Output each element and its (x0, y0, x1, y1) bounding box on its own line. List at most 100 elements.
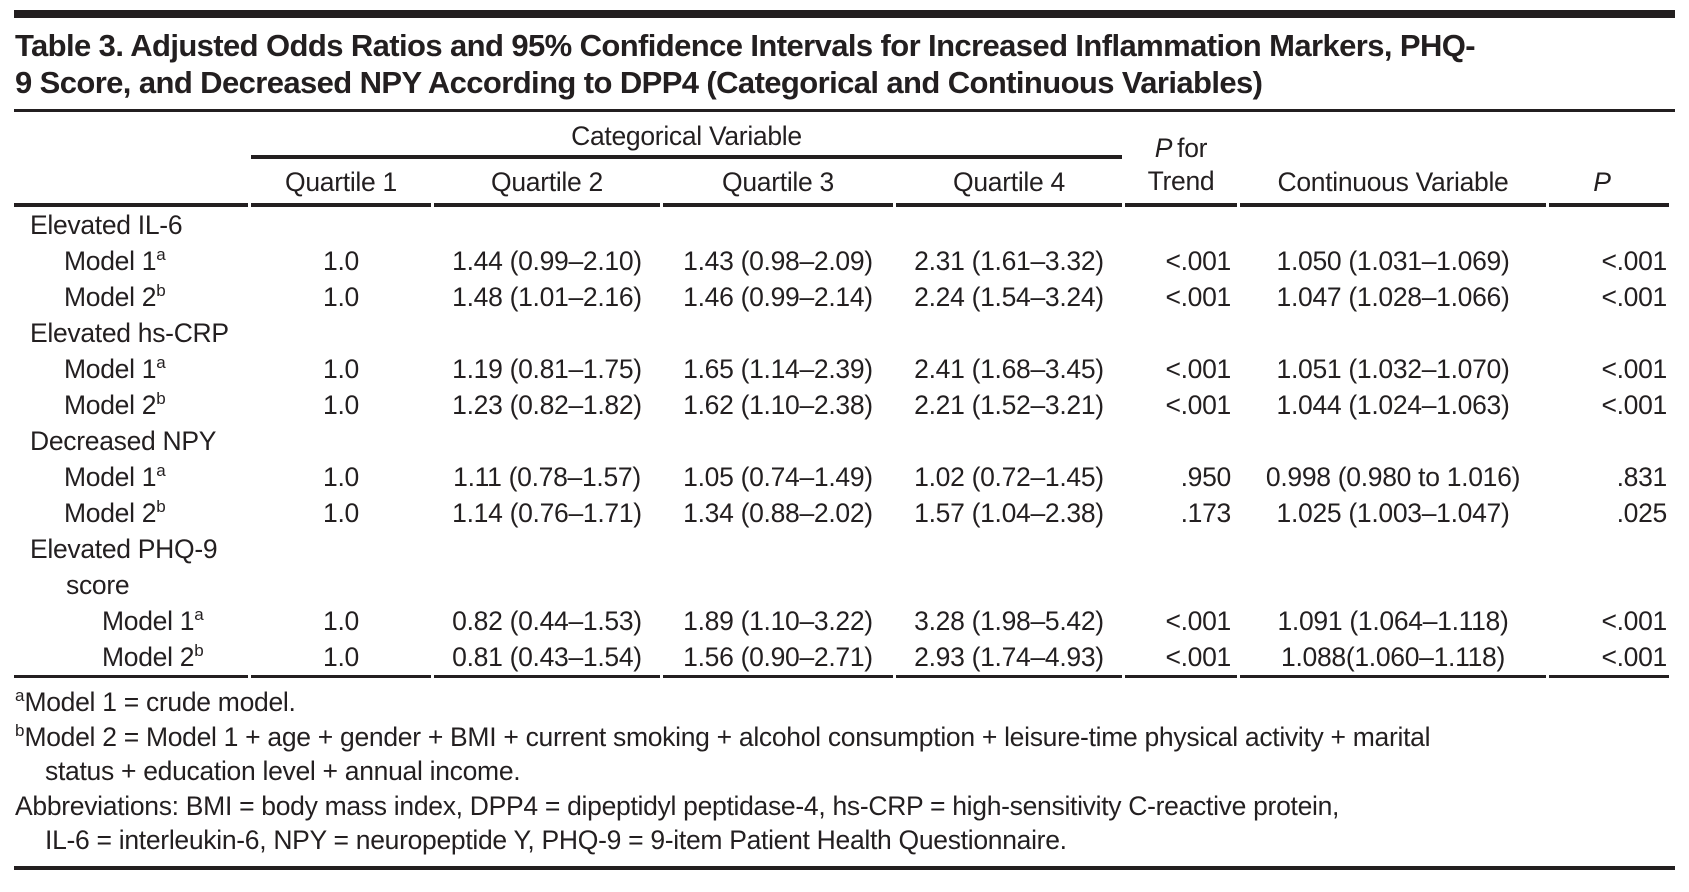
cell-p (1549, 315, 1669, 351)
column-header-quartile-3: Quartile 3 (663, 159, 893, 207)
row-label-text: Model 2 (64, 281, 157, 312)
table-row: Model 2b 1.0 0.81 (0.43–1.54) 1.56 (0.90–2.… (14, 639, 1669, 678)
row-label: Elevated hs-CRP (14, 315, 248, 351)
cell-p-for-trend: <.001 (1165, 605, 1231, 636)
footnote-marker: a (194, 604, 204, 624)
cell-quartile1: 1.0 (251, 639, 431, 678)
cell-p-for-trend: <.001 (1125, 639, 1237, 678)
cell-quartile2: 1.44 (0.99–2.10) (452, 245, 642, 276)
cell-quartile4 (896, 315, 1122, 351)
p-italic: P (1593, 167, 1611, 197)
cell-p: <.001 (1601, 389, 1667, 420)
row-label: Model 1a (14, 603, 248, 639)
cell-continuous-variable (1240, 315, 1546, 351)
footnote-marker: a (15, 686, 25, 706)
cell-p-for-trend (1125, 531, 1237, 567)
cell-quartile4: 1.02 (0.72–1.45) (914, 461, 1104, 492)
footnote-marker: b (156, 388, 166, 408)
cell-p (1549, 531, 1669, 567)
cell-quartile4 (896, 207, 1122, 243)
row-label: Model 2b (14, 639, 248, 678)
cell-quartile4: 1.57 (1.04–2.38) (914, 497, 1104, 528)
table-row: Model 2b 1.0 1.48 (1.01–2.16) 1.46 (0.99–2.… (14, 279, 1669, 315)
cell-quartile3: 1.34 (0.88–2.02) (683, 497, 873, 528)
column-header-quartile-1: Quartile 1 (251, 159, 431, 207)
footnote-marker: b (156, 280, 166, 300)
cell-continuous-variable: 0.998 (0.980 to 1.016) (1265, 461, 1521, 492)
cell-p: <.001 (1601, 353, 1667, 384)
row-label-text: Elevated PHQ-9 (30, 533, 218, 564)
cell-quartile2: 0.82 (0.44–1.53) (452, 605, 642, 636)
row-label-text: Model 1 (64, 461, 157, 492)
cell-quartile2: 1.14 (0.76–1.71) (452, 497, 642, 528)
cell-p: <.001 (1601, 605, 1667, 636)
row-label-text: score (66, 569, 130, 600)
table-body: Elevated IL-6 Model 1a 1.0 1.44 (0.99–2.10)… (14, 207, 1669, 678)
cell-quartile4: 2.24 (1.54–3.24) (914, 281, 1104, 312)
cell-quartile4 (896, 531, 1122, 567)
cell-quartile2: 1.11 (0.78–1.57) (453, 461, 641, 492)
footnote-marker: b (156, 496, 166, 516)
cell-p: <.001 (1601, 281, 1667, 312)
cell-quartile3: 1.05 (0.74–1.49) (683, 461, 873, 492)
row-label: Elevated IL-6 (14, 207, 248, 243)
cell-p-for-trend: <.001 (1165, 281, 1231, 312)
table-footnotes: aModel 1 = crude model. bModel 2 = Model … (14, 678, 1675, 862)
footnote-line: Abbreviations: BMI = body mass index, DP… (15, 790, 1340, 821)
cell-quartile2 (434, 423, 660, 459)
cell-p-for-trend: <.001 (1165, 389, 1231, 420)
cell-quartile2 (434, 207, 660, 243)
cell-quartile4: 2.41 (1.68–3.45) (914, 353, 1104, 384)
cell-quartile4 (896, 423, 1122, 459)
footnote-line: IL-6 = interleukin-6, NPY = neuropeptide… (45, 825, 1067, 855)
cell-quartile4: 3.28 (1.98–5.42) (914, 605, 1104, 636)
cell-quartile4: 2.93 (1.74–4.93) (896, 639, 1122, 678)
footnote-line: aModel 1 = crude model. (15, 686, 296, 717)
row-label-text: Model 1 (64, 245, 157, 276)
cell-quartile1: 1.0 (323, 245, 359, 276)
cell-p-for-trend: <.001 (1165, 353, 1231, 384)
cell-p (1549, 207, 1669, 243)
cell-quartile3 (663, 207, 893, 243)
cell-quartile4 (896, 567, 1122, 603)
p-for-text: for (1177, 133, 1208, 163)
cell-quartile3 (663, 567, 893, 603)
table-row: Decreased NPY (14, 423, 1669, 459)
cell-quartile1 (251, 315, 431, 351)
cell-quartile2: 1.23 (0.82–1.82) (452, 389, 642, 420)
footnote-marker: a (156, 244, 166, 264)
cell-continuous-variable: 1.051 (1.032–1.070) (1276, 353, 1510, 384)
cell-p: .831 (1616, 461, 1668, 492)
table-title-line-1: Table 3. Adjusted Odds Ratios and 95% Co… (15, 28, 1476, 63)
column-header-quartile-4: Quartile 4 (896, 159, 1122, 207)
table-row: Model 2b 1.0 1.23 (0.82–1.82) 1.62 (1.10–2.… (14, 387, 1669, 423)
cell-quartile3: 1.62 (1.10–2.38) (683, 389, 873, 420)
footnote-marker: a (156, 460, 166, 480)
cell-p: .025 (1616, 497, 1668, 528)
cell-continuous-variable: 1.050 (1.031–1.069) (1276, 245, 1510, 276)
cell-p-for-trend: .950 (1180, 461, 1232, 492)
cell-quartile2: 0.81 (0.43–1.54) (434, 639, 660, 678)
cell-continuous-variable: 1.025 (1.003–1.047) (1276, 497, 1510, 528)
cell-continuous-variable: 1.047 (1.028–1.066) (1276, 281, 1510, 312)
top-rule (14, 10, 1675, 18)
cell-quartile2: 1.19 (0.81–1.75) (452, 353, 642, 384)
cell-quartile3: 1.56 (0.90–2.71) (663, 639, 893, 678)
row-label: Model 2b (14, 387, 248, 423)
table-row: Elevated hs-CRP (14, 315, 1669, 351)
cell-p: <.001 (1601, 245, 1667, 276)
cell-quartile2 (434, 567, 660, 603)
row-label: Model 2b (14, 495, 248, 531)
cell-quartile4: 2.31 (1.61–3.32) (914, 245, 1104, 276)
cell-quartile3 (663, 315, 893, 351)
cell-quartile1 (251, 567, 431, 603)
table-title-line-2: 9 Score, and Decreased NPY According to … (15, 65, 1263, 100)
table-row: score (14, 567, 1669, 603)
cell-continuous-variable: 1.044 (1.024–1.063) (1276, 389, 1510, 420)
cell-p-for-trend (1125, 423, 1237, 459)
